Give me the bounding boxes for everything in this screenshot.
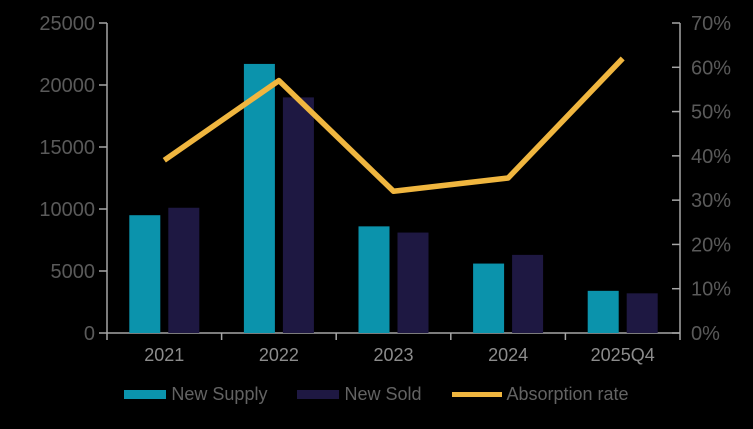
bar-new-supply-2022 (243, 63, 275, 334)
right-axis-tick-label: 20% (691, 234, 731, 256)
legend-item-new-supply: New Supply (124, 385, 267, 403)
absorption-rate-line (162, 56, 625, 195)
x-axis-category-label: 2023 (373, 345, 413, 365)
legend-item-new-sold: New Sold (297, 384, 422, 404)
bar-new-sold-2023 (397, 232, 429, 333)
legend-item-absorption-rate: Absorption rate (451, 384, 629, 404)
left-axis-tick-label: 0 (84, 323, 95, 345)
x-axis-category-label: 2022 (259, 345, 299, 365)
left-axis-tick-label: 10000 (39, 199, 95, 221)
left-axis-tick-label: 15000 (39, 137, 95, 159)
combo-chart-svg: 0 5000 10000 15000 20000 25000 0% 10% 20% 30% 40% 5… (39, 13, 731, 365)
absorption-rate-legend-label: Absorption rate (506, 384, 629, 404)
bar-new-sold-2024 (512, 254, 544, 333)
new-sold-legend-swatch (297, 389, 340, 399)
bar-new-sold-2025q4 (626, 293, 658, 333)
bar-new-sold-2021 (168, 207, 200, 333)
new-supply-legend-label: New Supply (171, 384, 268, 404)
new-sold-legend-label: New Sold (344, 384, 422, 404)
x-axis-category-label: 2025Q4 (591, 345, 655, 365)
new-supply-legend-swatch (124, 389, 167, 399)
bar-new-sold-2022 (282, 97, 314, 334)
bar-new-supply-2021 (129, 215, 161, 333)
right-axis-tick-label: 70% (691, 13, 731, 35)
left-axis-tick-label: 25000 (39, 13, 95, 35)
right-axis-tick-label: 40% (691, 146, 731, 168)
bar-new-supply-2023 (358, 226, 390, 333)
x-axis-category-label: 2024 (488, 345, 528, 365)
x-axis-category-label: 2021 (144, 345, 184, 365)
bar-new-supply-2024 (473, 263, 505, 333)
right-axis-tick-label: 60% (691, 57, 731, 79)
right-axis-tick-label: 10% (691, 279, 731, 301)
absorption-rate-legend-swatch (451, 391, 502, 397)
right-axis-tick-label: 30% (691, 190, 731, 212)
right-axis-tick-label: 0% (691, 323, 720, 345)
bar-new-supply-2025q4 (587, 290, 619, 333)
chart-legend: New Supply New Sold Absorption rate (0, 381, 753, 407)
right-axis-tick-label: 50% (691, 102, 731, 124)
left-axis-tick-label: 5000 (51, 261, 96, 283)
left-axis-tick-label: 20000 (39, 75, 95, 97)
